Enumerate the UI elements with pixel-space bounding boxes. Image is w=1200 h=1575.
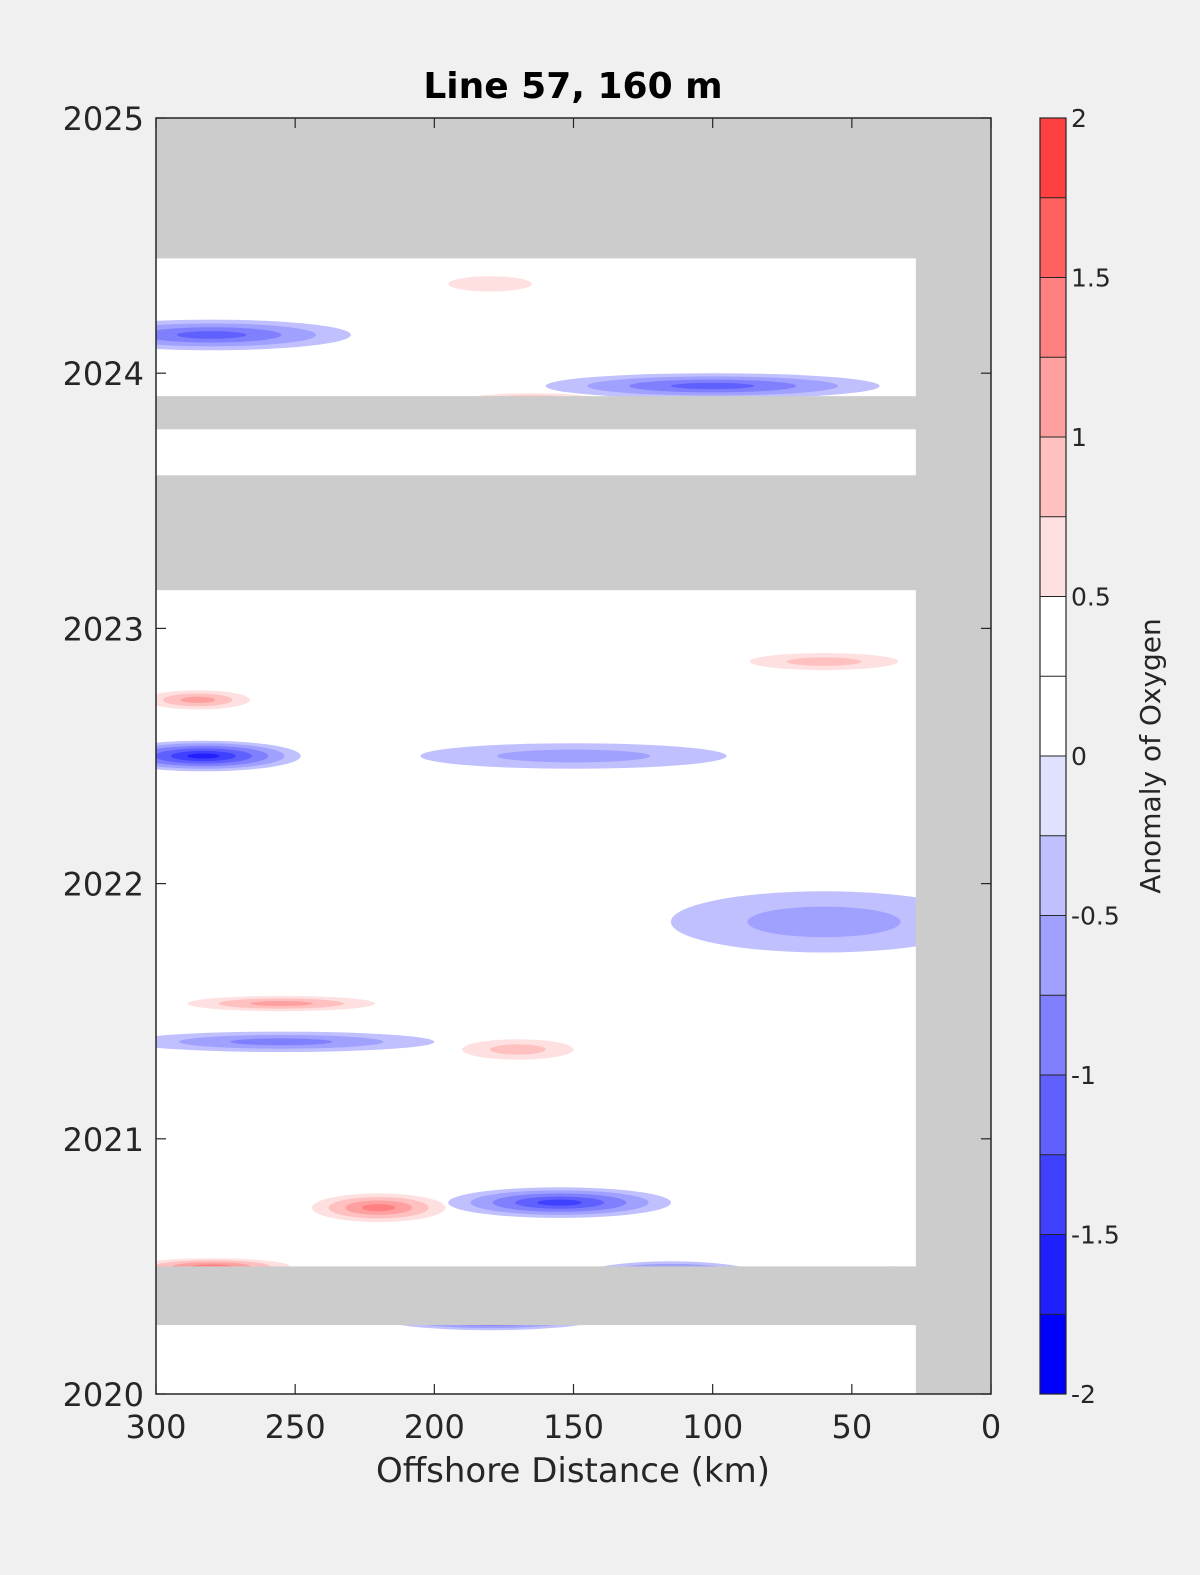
colorbar-swatch bbox=[1040, 676, 1066, 756]
no-data-region bbox=[156, 475, 991, 591]
anomaly-cell bbox=[406, 268, 574, 300]
colorbar-tick-label: -1.5 bbox=[1071, 1221, 1120, 1250]
anomaly-contour-level bbox=[448, 276, 532, 292]
x-tick-label: 200 bbox=[404, 1408, 465, 1446]
anomaly-cell bbox=[156, 687, 268, 713]
y-tick-label: 2024 bbox=[63, 355, 144, 393]
anomaly-contour-level bbox=[489, 1044, 546, 1055]
colorbar-swatch bbox=[1040, 1314, 1066, 1394]
anomaly-cell bbox=[156, 319, 351, 351]
colorbar-swatch bbox=[1040, 516, 1066, 597]
colorbar-tick-label: 0.5 bbox=[1071, 583, 1111, 612]
colorbar-swatch bbox=[1040, 197, 1066, 278]
plot-area bbox=[155, 117, 992, 1395]
colorbar-tick-label: 2 bbox=[1071, 104, 1087, 133]
colorbar-swatch bbox=[1040, 357, 1066, 437]
colorbar-swatch bbox=[1040, 277, 1066, 358]
y-tick-label: 2022 bbox=[63, 866, 144, 904]
y-tick-label: 2020 bbox=[63, 1376, 144, 1414]
colorbar-tick-label: 1.5 bbox=[1071, 264, 1111, 293]
anomaly-contour-level bbox=[180, 696, 216, 704]
anomaly-cell bbox=[156, 993, 407, 1014]
anomaly-cell bbox=[295, 1189, 463, 1226]
anomaly-contour-level bbox=[537, 1199, 582, 1206]
colorbar-swatches bbox=[1040, 118, 1066, 1394]
colorbar-swatch bbox=[1040, 1234, 1066, 1315]
anomaly-cell bbox=[156, 740, 301, 772]
colorbar-swatch bbox=[1040, 915, 1066, 996]
colorbar-swatch bbox=[1040, 118, 1066, 198]
colorbar-tick-label: -2 bbox=[1071, 1380, 1096, 1409]
missing-data-mask bbox=[156, 118, 991, 1394]
colorbar-frame bbox=[1039, 117, 1067, 1395]
anomaly-cell bbox=[545, 373, 880, 399]
chart-title: Line 57, 160 m bbox=[423, 66, 722, 107]
colorbar-swatch bbox=[1040, 835, 1066, 916]
anomaly-contour-level bbox=[361, 1204, 396, 1212]
colorbar-swatch bbox=[1040, 995, 1066, 1075]
anomaly-contour-level bbox=[230, 1038, 333, 1046]
colorbar: -2 -1.5 -1 -0.5 0 0.5 1 1.5 2 Anomaly of Oxygen bbox=[1039, 104, 1167, 1409]
anomaly-cell bbox=[434, 1034, 602, 1065]
colorbar-swatch bbox=[1040, 596, 1066, 677]
anomaly-contour-level bbox=[670, 382, 755, 390]
anomaly-cell bbox=[448, 1187, 671, 1218]
colorbar-swatch bbox=[1040, 756, 1066, 836]
anomaly-contour-level bbox=[496, 749, 651, 763]
colorbar-label: Anomaly of Oxygen bbox=[1134, 618, 1167, 894]
colorbar-ticks: -2 -1.5 -1 -0.5 0 0.5 1 1.5 2 bbox=[1071, 104, 1120, 1409]
y-tick-label: 2025 bbox=[63, 100, 144, 138]
x-tick-label: 0 bbox=[981, 1408, 1001, 1446]
colorbar-tick-label: -1 bbox=[1071, 1061, 1096, 1090]
x-tick-label: 150 bbox=[543, 1408, 604, 1446]
y-axis: 2020 2021 2022 2023 2024 2025 bbox=[63, 100, 991, 1414]
x-tick-label: 50 bbox=[831, 1408, 872, 1446]
no-data-region bbox=[156, 118, 991, 259]
anomaly-contour-level bbox=[786, 657, 862, 666]
colorbar-tick-label: -0.5 bbox=[1071, 902, 1120, 931]
colorbar-swatch bbox=[1040, 1154, 1066, 1235]
anomaly-cell bbox=[420, 743, 727, 769]
anomaly-contour-level bbox=[176, 331, 247, 339]
no-data-region bbox=[156, 1266, 991, 1326]
anomaly-cell bbox=[156, 1031, 435, 1053]
anomaly-cell bbox=[670, 891, 978, 953]
x-tick-label: 300 bbox=[125, 1408, 186, 1446]
colorbar-swatch bbox=[1040, 437, 1066, 517]
colorbar-tick-label: 1 bbox=[1071, 423, 1087, 452]
y-tick-label: 2021 bbox=[63, 1121, 144, 1159]
x-tick-label: 250 bbox=[265, 1408, 326, 1446]
anomaly-contour-level bbox=[747, 906, 901, 938]
anomaly-cell bbox=[712, 648, 936, 675]
x-axis-label: Offshore Distance (km) bbox=[376, 1451, 770, 1491]
no-data-region bbox=[156, 396, 991, 430]
no-data-region bbox=[915, 118, 991, 1394]
x-axis: 300 250 200 150 100 50 0 bbox=[125, 118, 1001, 1446]
x-tick-label: 100 bbox=[682, 1408, 743, 1446]
anomaly-contour-level bbox=[187, 753, 220, 759]
y-tick-label: 2023 bbox=[63, 610, 144, 648]
anomaly-contour-level bbox=[249, 1000, 313, 1007]
colorbar-tick-label: 0 bbox=[1071, 742, 1087, 771]
colorbar-swatch bbox=[1040, 1075, 1066, 1155]
